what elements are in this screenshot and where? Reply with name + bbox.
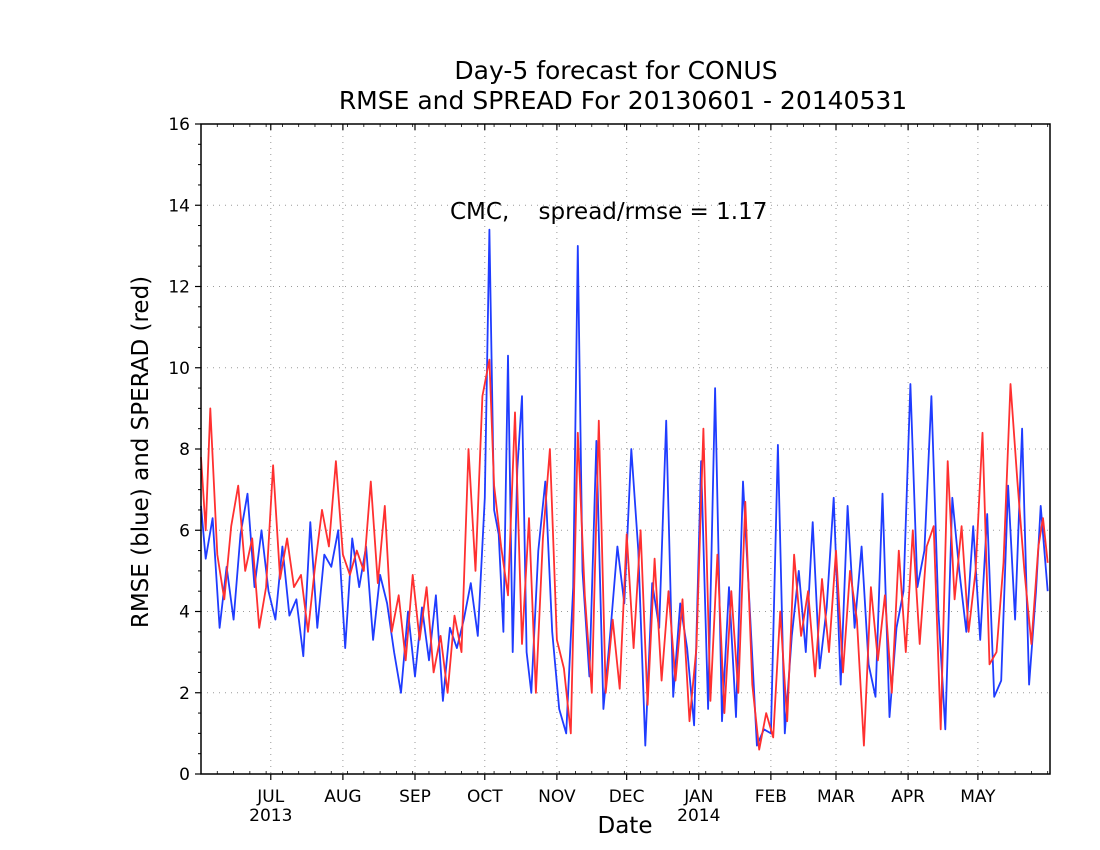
y-axis-label: RMSE (blue) and SPERAD (red) (128, 276, 154, 628)
series-line-spread (200, 358, 1049, 751)
chart-title: Day-5 forecast for CONUS (454, 56, 777, 85)
x-axis-label: Date (598, 813, 653, 839)
y-tick-label: 0 (179, 765, 190, 785)
y-tick-label: 16 (168, 115, 190, 135)
x-tick-label: AUG (324, 787, 361, 807)
x-tick-label: OCT (467, 787, 503, 807)
y-tick-label: 6 (179, 521, 190, 541)
x-tick-year-label: 2013 (249, 806, 292, 826)
series-line-rmse (200, 228, 1049, 747)
y-tick-label: 2 (179, 684, 190, 704)
x-tick-label: JUL (256, 787, 284, 807)
x-tick-label: DEC (609, 787, 645, 807)
x-tick-label: SEP (399, 787, 431, 807)
x-tick-label: MAR (817, 787, 855, 807)
y-tick-label: 10 (168, 359, 190, 379)
x-tick-label: JAN (683, 787, 713, 807)
y-tick-label: 8 (179, 440, 190, 460)
y-tick-label: 4 (179, 603, 190, 623)
x-tick-label: FEB (755, 787, 787, 807)
chart-annotation: CMC, spread/rmse = 1.17 (450, 199, 767, 225)
x-tick-label: APR (891, 787, 925, 807)
chart-subtitle: RMSE and SPREAD For 20130601 - 20140531 (339, 86, 907, 115)
y-tick-label: 14 (168, 196, 190, 216)
x-tick-label: MAY (960, 787, 996, 807)
series-lines (200, 228, 1049, 751)
x-tick-year-label: 2014 (677, 806, 720, 826)
x-tick-label: NOV (538, 787, 576, 807)
y-tick-label: 12 (168, 278, 190, 298)
